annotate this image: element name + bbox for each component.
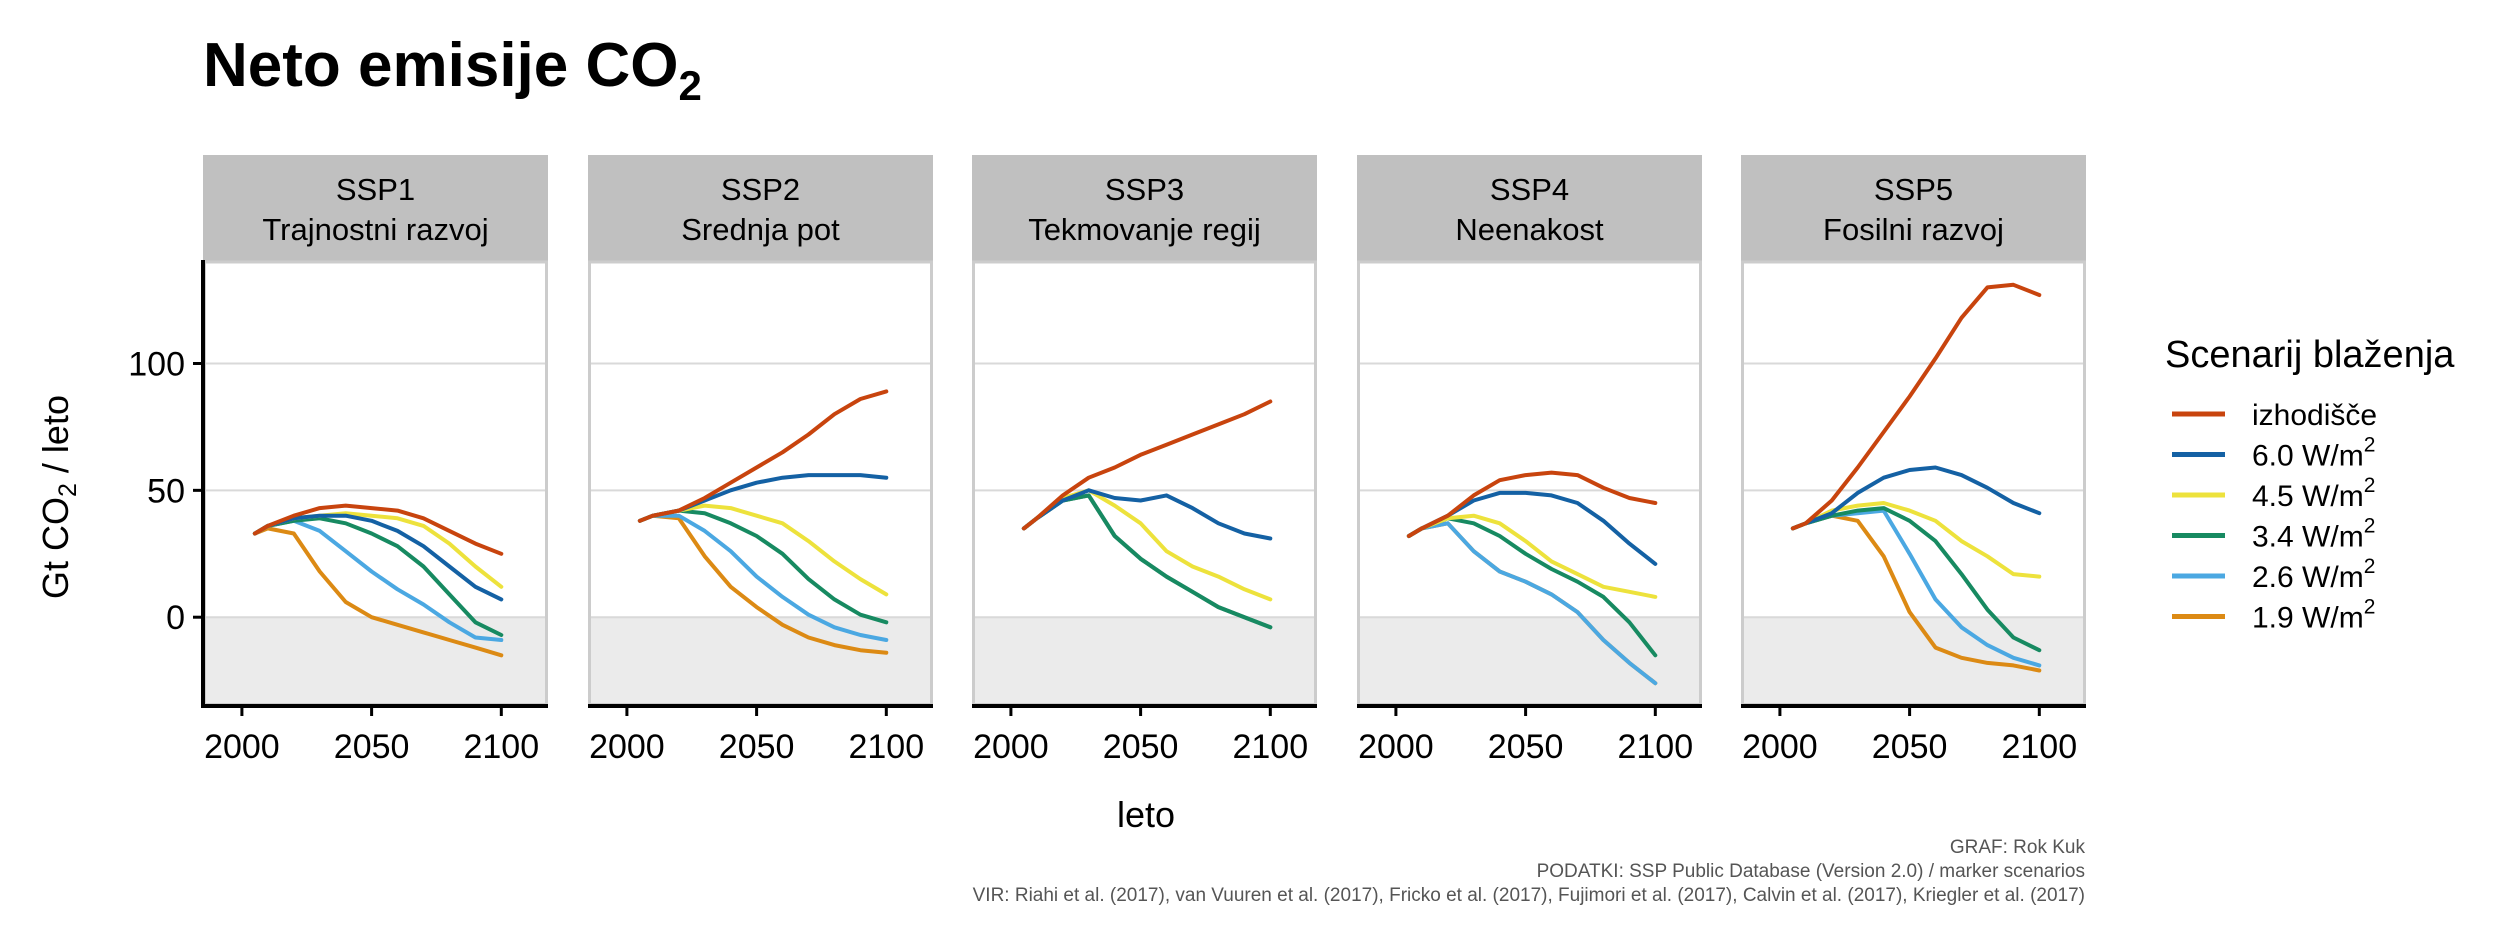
chart-title-subscript: 2 [678, 62, 701, 109]
legend-label-superscript: 2 [2364, 434, 2376, 457]
facet-strip-code: SSP1 [336, 172, 415, 207]
facet-strip [588, 155, 933, 262]
x-tick-label: 2000 [204, 728, 280, 766]
legend-label-text: 3.4 W/m [2252, 521, 2364, 554]
series-line-2.6 [637, 513, 889, 642]
x-tick-label: 2050 [1103, 728, 1179, 766]
x-tick-label: 2050 [334, 728, 410, 766]
facet-strip-name: Neenakost [1455, 212, 1604, 247]
facet-strip-name: Srednja pot [681, 212, 840, 247]
negative-band [203, 617, 548, 706]
legend-entry-6.0: 6.0 W/m2 [2172, 434, 2375, 473]
facet-strip-code: SSP5 [1874, 172, 1953, 207]
facet-strip [972, 155, 1317, 262]
panel-ssp2: SSP2 Srednja pot 2000 2050 2100 [588, 155, 933, 766]
x-tick-label: 2100 [1232, 728, 1308, 766]
series-line-baseline [637, 389, 889, 523]
facet-strip-name: Trajnostni razvoj [262, 212, 488, 247]
legend-label-superscript: 2 [2364, 596, 2376, 619]
x-tick-label: 2050 [1488, 728, 1564, 766]
facet-strip-code: SSP2 [721, 172, 800, 207]
legend-label: 2.6 W/m2 [2252, 555, 2375, 594]
x-tick-label: 2100 [1617, 728, 1693, 766]
x-axis-label: leto [1117, 794, 1175, 835]
series-line-6.0 [1790, 465, 2042, 531]
x-tick-label: 2050 [1872, 728, 1948, 766]
facet-strip-name: Fosilni razvoj [1823, 212, 2004, 247]
legend-label-superscript: 2 [2364, 474, 2376, 497]
panel-ssp4: SSP4 Neenakost 2000 2050 2100 [1357, 155, 1702, 766]
x-tick-label: 2000 [1742, 728, 1818, 766]
legend-label: 3.4 W/m2 [2252, 515, 2375, 554]
negative-band [588, 617, 933, 706]
x-tick-label: 2000 [973, 728, 1049, 766]
panel-ssp1: SSP1 Trajnostni razvoj 2000 2050 2100 0 50 100 [128, 155, 548, 766]
y-axis-label-subscript: 2 [54, 483, 82, 497]
legend-entry-2.6: 2.6 W/m2 [2172, 555, 2375, 594]
series-line-baseline [252, 503, 504, 556]
y-axis-label: Gt CO2 / leto [35, 395, 82, 599]
facet-strip [203, 155, 548, 262]
y-axis-label-post: / leto [35, 395, 76, 483]
legend-entry-4.5: 4.5 W/m2 [2172, 474, 2375, 513]
series-line-baseline [1021, 399, 1273, 531]
legend-entry-baseline: izhodišče [2172, 399, 2377, 432]
facet-strip-code: SSP3 [1105, 172, 1184, 207]
negative-band [972, 617, 1317, 706]
facet-strip [1741, 155, 2086, 262]
facet-strip [1357, 155, 1702, 262]
legend-label-text: 1.9 W/m [2252, 602, 2364, 635]
chart-title: Neto emisije CO2 [203, 31, 702, 109]
x-tick-label: 2050 [719, 728, 795, 766]
series-line-1.9 [252, 526, 504, 658]
x-tick-label: 2100 [848, 728, 924, 766]
legend-title: Scenarij blaženja [2165, 334, 2455, 376]
panel-ssp5: SSP5 Fosilni razvoj 2000 2050 2100 [1741, 155, 2086, 766]
series-line-baseline [1790, 282, 2042, 531]
negative-band [1357, 617, 1702, 706]
series-line-6.0 [1021, 488, 1273, 541]
panel-ssp3: SSP3 Tekmovanje regij 2000 2050 2100 [972, 155, 1317, 766]
series-line-baseline [1406, 470, 1658, 538]
legend-label-text: 6.0 W/m [2252, 440, 2364, 473]
x-tick-label: 2100 [463, 728, 539, 766]
caption: GRAF: Rok Kuk PODATKI: SSP Public Databa… [973, 837, 2086, 906]
x-tick-label: 2000 [589, 728, 665, 766]
legend-label: 6.0 W/m2 [2252, 434, 2375, 473]
legend-entry-1.9: 1.9 W/m2 [2172, 596, 2375, 635]
legend-entry-3.4: 3.4 W/m2 [2172, 515, 2375, 554]
legend-label-text: 4.5 W/m [2252, 480, 2364, 513]
legend-label: 1.9 W/m2 [2252, 596, 2375, 635]
negative-band [1741, 617, 2086, 706]
x-tick-label: 2100 [2001, 728, 2077, 766]
y-tick-label: 50 [147, 472, 185, 510]
y-axis-label-pre: Gt CO [35, 497, 76, 599]
chart-title-main: Neto emisije CO [203, 31, 678, 100]
legend-label: 4.5 W/m2 [2252, 474, 2375, 513]
legend-label-superscript: 2 [2364, 555, 2376, 578]
legend-label-text: izhodišče [2252, 399, 2377, 432]
caption-data-source: PODATKI: SSP Public Database (Version 2.… [1537, 861, 2085, 882]
legend-label-superscript: 2 [2364, 515, 2376, 538]
y-tick-label: 100 [128, 345, 185, 383]
legend-label-text: 2.6 W/m [2252, 561, 2364, 594]
facet-strip-code: SSP4 [1490, 172, 1569, 207]
y-tick-label: 0 [166, 599, 185, 637]
facet-strip-name: Tekmovanje regij [1028, 212, 1261, 247]
x-tick-label: 2000 [1358, 728, 1434, 766]
legend-label: izhodišče [2252, 399, 2377, 432]
series-line-2.6 [1406, 521, 1658, 686]
caption-author: GRAF: Rok Kuk [1950, 837, 2086, 858]
caption-references: VIR: Riahi et al. (2017), van Vuuren et … [973, 885, 2085, 906]
